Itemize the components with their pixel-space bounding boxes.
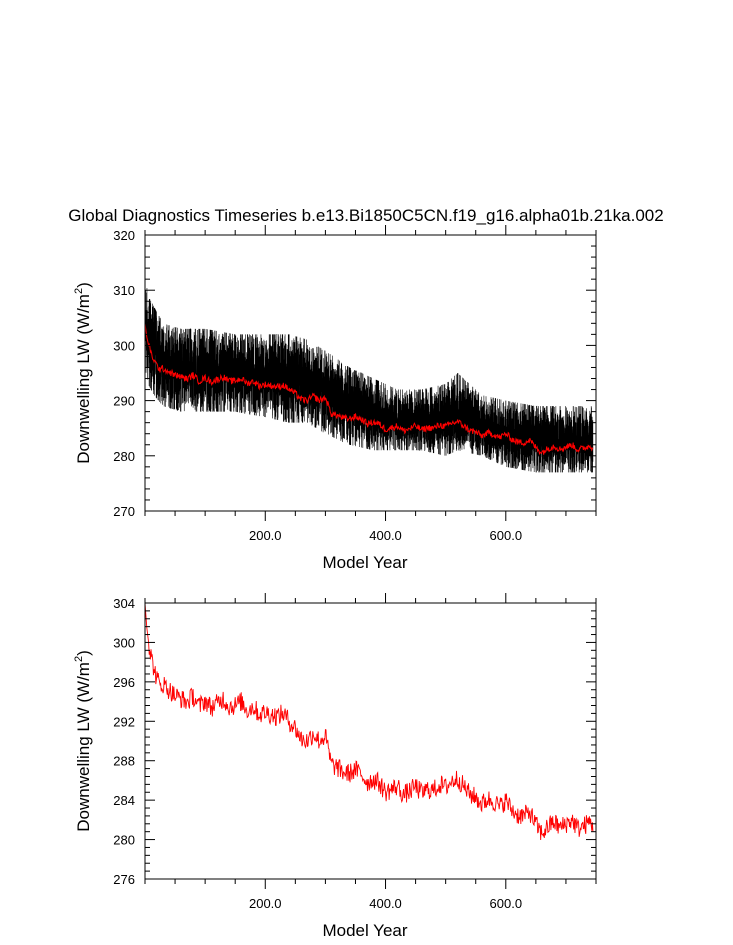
top-x-axis-label: Model Year <box>322 553 407 572</box>
top-y-axis-label: Downwelling LW (W/m2) <box>73 282 93 464</box>
y-tick-label: 292 <box>113 714 135 729</box>
x-tick-label: 600.0 <box>490 896 523 911</box>
x-tick-label: 200.0 <box>249 896 282 911</box>
y-tick-label: 270 <box>113 504 135 519</box>
bottom-x-axis-label: Model Year <box>322 921 407 940</box>
bottom-panel: 200.0 400.0 600.0 276 280 284 288 292 296 300 304… <box>73 593 597 940</box>
y-tick-label: 296 <box>113 675 135 690</box>
y-tick-label: 300 <box>113 635 135 650</box>
y-tick-label: 300 <box>113 338 135 353</box>
y-tick-label: 288 <box>113 754 135 769</box>
y-tick-label: 290 <box>113 394 135 409</box>
chart-title: Global Diagnostics Timeseries b.e13.Bi18… <box>68 206 663 225</box>
series-monthly-line <box>144 278 594 473</box>
bottom-plot-area <box>144 602 594 840</box>
y-tick-label: 284 <box>113 793 135 808</box>
top-plot-area <box>144 278 594 473</box>
top-panel: 200.0 400.0 600.0 270 280 290 300 310 320 Model… <box>73 225 597 572</box>
bottom-plot-frame <box>144 602 597 880</box>
top-x-tick-labels: 200.0 400.0 600.0 <box>249 528 522 543</box>
top-plot-frame <box>144 234 597 512</box>
series-annual-mean-line <box>144 323 594 456</box>
y-tick-label: 276 <box>113 872 135 887</box>
y-tick-label: 304 <box>113 596 135 611</box>
top-axis-ticks <box>144 225 597 521</box>
x-tick-label: 600.0 <box>490 528 523 543</box>
bottom-x-tick-labels: 200.0 400.0 600.0 <box>249 896 522 911</box>
y-tick-label: 280 <box>113 833 135 848</box>
y-tick-label: 310 <box>113 283 135 298</box>
y-tick-label: 280 <box>113 449 135 464</box>
bottom-y-tick-labels: 276 280 284 288 292 296 300 304 <box>113 596 135 887</box>
x-tick-label: 400.0 <box>369 528 402 543</box>
top-y-tick-labels: 270 280 290 300 310 320 <box>113 228 135 519</box>
bottom-axis-ticks <box>144 593 597 889</box>
x-tick-label: 400.0 <box>369 896 402 911</box>
x-tick-label: 200.0 <box>249 528 282 543</box>
bottom-y-axis-label: Downwelling LW (W/m2) <box>73 650 93 832</box>
series-annual-mean-line <box>144 602 594 840</box>
y-tick-label: 320 <box>113 228 135 243</box>
